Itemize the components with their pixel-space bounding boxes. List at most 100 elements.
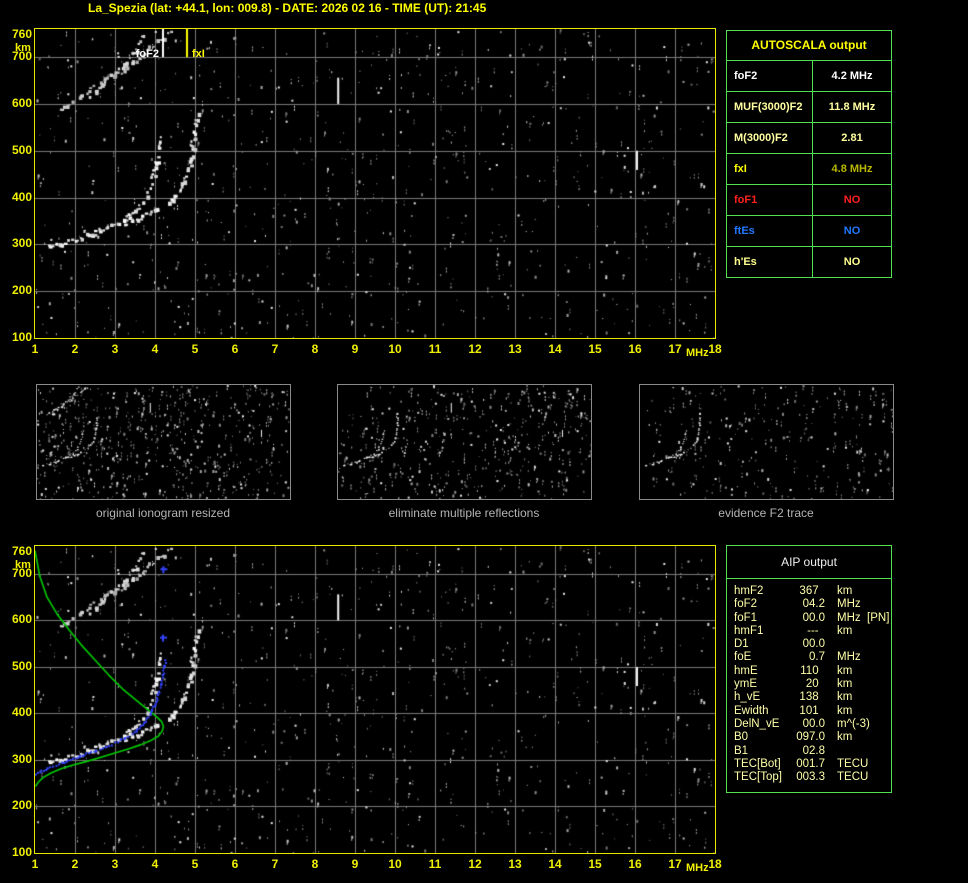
x-tick-label: 6 [231, 857, 239, 871]
aip-table-rows: hmF2 367 km foF2 04.2 MHz foF1 00.0 MHz [PN] hmF… [727, 579, 891, 784]
x-tick-label: 16 [628, 857, 642, 871]
x-tick-label: 5 [191, 857, 199, 871]
parameter-value: 00.0 [802, 717, 825, 730]
autoscala-output-table: AUTOSCALA output foF2 4.2 MHz MUF(3000)F2 1… [726, 30, 892, 278]
y-tick-label: 200 [11, 283, 32, 298]
panel-original-canvas [37, 385, 290, 499]
table-row: B0 097.0 km [734, 731, 891, 744]
table-row: DelN_vE 00.0 m^(-3) [734, 718, 891, 731]
bottom-y-unit-label: km [15, 559, 31, 571]
x-tick-label: 18 [708, 857, 722, 871]
parameter-unit [825, 745, 891, 758]
parameter-label: DelN_vE [734, 717, 780, 730]
x-tick-label: 10 [388, 342, 402, 356]
table-row: foE 0.7 MHz [734, 651, 891, 664]
parameter-label: foF2 [734, 598, 758, 611]
parameter-value: 00.0 [802, 638, 825, 651]
bottom-x-unit-label: MHz [686, 862, 709, 874]
y-tick-label: 100 [11, 330, 32, 344]
x-tick-label: 9 [351, 342, 359, 356]
table-row: h_vE 138 km [734, 691, 891, 704]
fxI-marker-label: fxI [192, 48, 205, 60]
x-tick-label: 5 [191, 342, 199, 356]
panel-original-ionogram [36, 384, 291, 500]
parameter-value: --- [807, 624, 825, 637]
parameter-value: 138 [799, 691, 825, 704]
parameter-value: 4.2 MHz [831, 70, 873, 82]
parameter-label: B0 [734, 731, 749, 744]
autoscala-table-header: AUTOSCALA output [727, 31, 891, 61]
parameter-unit: km [837, 691, 853, 704]
table-row: foF2 04.2 MHz [734, 598, 891, 611]
x-tick-label: 4 [151, 857, 159, 871]
y-tick-label: 200 [11, 798, 32, 813]
table-row: D1 00.0 [734, 638, 891, 651]
y-tick-label: 700 [11, 565, 32, 580]
table-row: hmE 110 km [734, 665, 891, 678]
table-row: ftEs NO [727, 216, 891, 247]
x-tick-label: 13 [508, 342, 522, 356]
bottom-ionogram-plot [34, 545, 716, 854]
parameter-label: foF1 [727, 185, 813, 215]
panel-eliminate-reflections [337, 384, 592, 500]
panel-evidence-caption: evidence F2 trace [718, 506, 814, 520]
y-tick-label: 500 [11, 142, 32, 157]
parameter-unit: TECU [837, 757, 869, 770]
parameter-value: 20 [805, 678, 825, 691]
table-row: hmF1 --- km [734, 625, 891, 638]
top-ionogram-canvas [35, 29, 715, 338]
page-title: La_Spezia (lat: +44.1, lon: 009.8) - DAT… [88, 1, 487, 15]
parameter-label: h'Es [727, 247, 813, 277]
table-row: hmF2 367 km [734, 585, 891, 598]
parameter-label: B1 [734, 744, 749, 757]
x-tick-label: 7 [271, 857, 279, 871]
parameter-label: ftEs [727, 216, 813, 246]
x-tick-label: 15 [588, 857, 602, 871]
parameter-value: 4.8 MHz [831, 163, 873, 175]
y-tick-label: 700 [11, 49, 32, 64]
x-tick-label: 7 [271, 342, 279, 356]
parameter-unit [825, 638, 891, 651]
y-tick-label: 300 [11, 236, 32, 251]
parameter-label: fxI [727, 154, 813, 184]
x-tick-label: 11 [428, 857, 442, 871]
y-tick-label: 760 [11, 27, 32, 41]
table-row: foF1 NO [727, 185, 891, 216]
parameter-unit: km [837, 731, 853, 744]
x-tick-label: 15 [588, 342, 602, 356]
top-ionogram-plot: foF2 fxI [34, 28, 716, 339]
parameter-label: hmF2 [734, 585, 764, 597]
parameter-value: 367 [799, 585, 825, 597]
parameter-value: 0.7 [809, 651, 825, 664]
parameter-label: foF2 [727, 61, 813, 91]
x-tick-label: 18 [708, 342, 722, 356]
parameter-value: 04.2 [802, 598, 825, 611]
parameter-label: Ewidth [734, 704, 769, 717]
x-tick-label: 1 [31, 857, 39, 871]
top-x-unit-label: MHz [686, 347, 709, 359]
x-tick-label: 2 [71, 857, 79, 871]
parameter-label: hmE [734, 664, 758, 677]
x-tick-label: 9 [351, 857, 359, 871]
table-row: TEC[Top] 003.3 TECU [734, 771, 891, 784]
parameter-value: 00.0 [802, 611, 825, 624]
x-tick-label: 3 [111, 857, 119, 871]
parameter-label: TEC[Bot] [734, 757, 781, 770]
table-row: MUF(3000)F2 11.8 MHz [727, 92, 891, 123]
y-tick-label: 400 [11, 705, 32, 720]
y-tick-label: 600 [11, 95, 32, 110]
parameter-value: 001.7 [796, 757, 825, 770]
table-row: TEC[Bot] 001.7 TECU [734, 758, 891, 771]
x-tick-label: 10 [388, 857, 402, 871]
x-tick-label: 16 [628, 342, 642, 356]
parameter-value: 2.81 [841, 132, 863, 144]
table-row: M(3000)F2 2.81 [727, 123, 891, 154]
x-tick-label: 17 [668, 342, 682, 356]
x-tick-label: 14 [548, 857, 562, 871]
panel-evidence-canvas [640, 385, 893, 499]
parameter-value: 003.3 [796, 771, 825, 784]
panel-original-caption: original ionogram resized [95, 506, 231, 520]
x-tick-label: 11 [428, 342, 442, 356]
parameter-label: ymE [734, 678, 757, 691]
